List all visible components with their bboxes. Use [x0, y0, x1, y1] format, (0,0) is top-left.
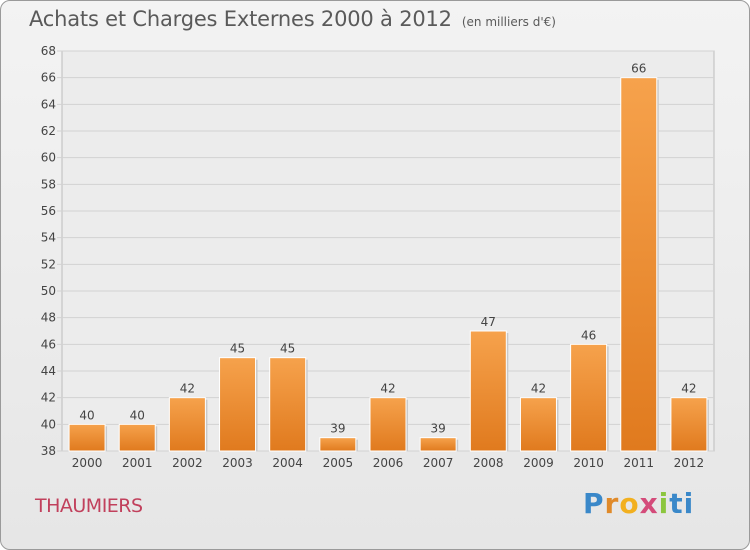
y-tick-label: 66: [41, 71, 56, 85]
x-tick-label: 2009: [523, 456, 554, 470]
town-name: THAUMIERS: [35, 495, 143, 517]
proxiti-logo: Proxiti: [583, 487, 694, 520]
x-tick-label: 2003: [222, 456, 253, 470]
y-tick-label: 38: [41, 444, 56, 458]
data-label: 47: [481, 315, 496, 329]
data-label: 40: [79, 408, 94, 422]
x-tick-label: 2010: [573, 456, 604, 470]
logo-letter: t: [669, 487, 684, 520]
y-tick-label: 40: [41, 417, 56, 431]
y-tick-label: 58: [41, 177, 56, 191]
x-tick-label: 2006: [373, 456, 404, 470]
chart-title: Achats et Charges Externes 2000 à 2012 (e…: [29, 7, 556, 31]
chart-title-text: Achats et Charges Externes 2000 à 2012: [29, 7, 452, 31]
bar: [168, 397, 206, 452]
logo-letter: o: [619, 487, 640, 520]
x-tick-label: 2001: [122, 456, 153, 470]
bar: [469, 330, 507, 452]
x-tick-label: 2005: [323, 456, 354, 470]
logo-letter: i: [658, 487, 670, 520]
x-tick-label: 2004: [272, 456, 303, 470]
bar: [68, 423, 106, 452]
x-tick-label: 2000: [72, 456, 103, 470]
y-tick-label: 44: [41, 364, 56, 378]
bar: [519, 397, 557, 452]
y-tick-label: 42: [41, 391, 56, 405]
data-label: 42: [380, 382, 395, 396]
bar: [419, 437, 457, 452]
logo-letter: x: [639, 487, 659, 520]
bar: [570, 343, 608, 452]
data-label: 42: [180, 382, 195, 396]
data-label: 42: [531, 382, 546, 396]
bar: [269, 357, 307, 452]
y-tick-label: 52: [41, 257, 56, 271]
bar: [319, 437, 357, 452]
data-label: 39: [431, 422, 446, 436]
bar: [670, 397, 708, 452]
x-tick-label: 2007: [423, 456, 454, 470]
bar: [620, 77, 658, 452]
bar: [219, 357, 257, 452]
logo-letter: i: [683, 487, 695, 520]
y-tick-label: 68: [41, 44, 56, 58]
data-label: 40: [130, 408, 145, 422]
x-tick-label: 2011: [623, 456, 654, 470]
data-label: 42: [681, 382, 696, 396]
x-tick-label: 2008: [473, 456, 504, 470]
unit-label: (en milliers d'€): [461, 15, 556, 29]
y-tick-label: 62: [41, 124, 56, 138]
y-tick-label: 60: [41, 151, 56, 165]
logo-letter: r: [604, 487, 620, 520]
y-tick-label: 56: [41, 204, 56, 218]
y-tick-label: 54: [41, 231, 56, 245]
y-tick-label: 46: [41, 337, 56, 351]
data-label: 39: [330, 422, 345, 436]
data-label: 66: [631, 62, 646, 76]
data-label: 45: [230, 342, 245, 356]
data-label: 46: [581, 328, 596, 342]
logo-letter: P: [583, 487, 605, 520]
y-tick-label: 48: [41, 311, 56, 325]
bar: [369, 397, 407, 452]
x-tick-label: 2012: [674, 456, 705, 470]
x-tick-label: 2002: [172, 456, 203, 470]
y-tick-label: 50: [41, 284, 56, 298]
y-tick-label: 64: [41, 97, 56, 111]
bar: [118, 423, 156, 452]
data-label: 45: [280, 342, 295, 356]
